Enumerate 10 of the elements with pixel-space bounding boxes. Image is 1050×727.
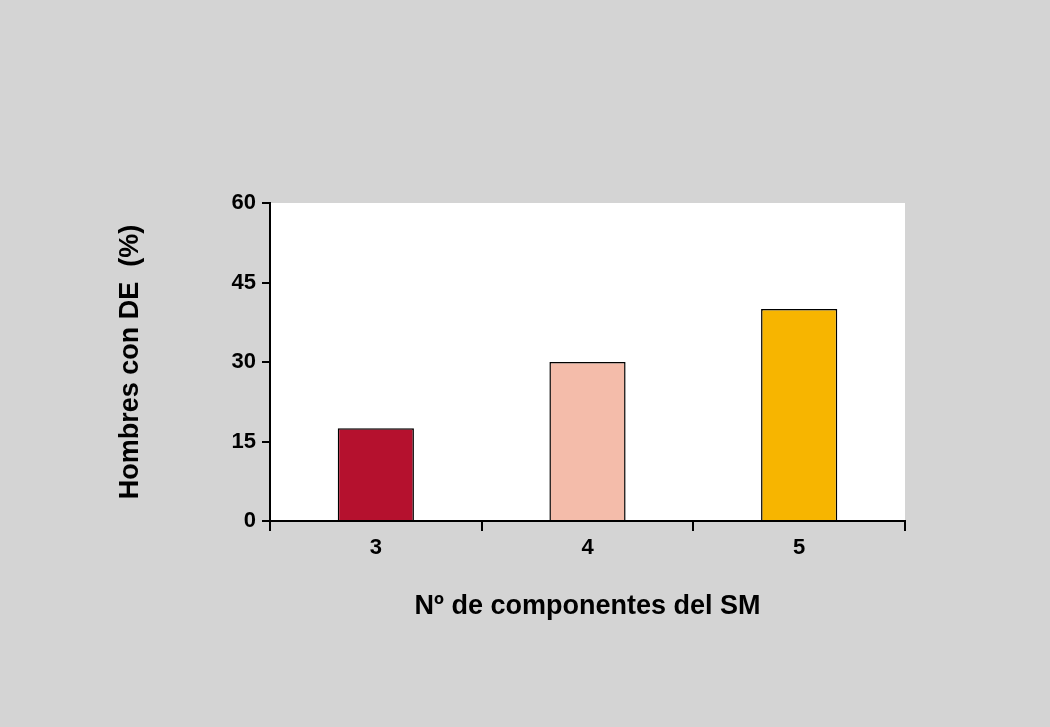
y-tick-label: 0 bbox=[243, 507, 256, 533]
y-axis-title: Hombres con DE (%) bbox=[113, 224, 144, 500]
y-tick-label: 60 bbox=[231, 189, 256, 215]
y-tick-label: 45 bbox=[231, 268, 256, 294]
x-tick-label: 4 bbox=[581, 534, 595, 560]
y-tick-label: 30 bbox=[231, 348, 256, 374]
x-tick-label: 5 bbox=[793, 534, 806, 560]
x-tick-label: 3 bbox=[369, 534, 382, 560]
x-axis-title: Nº de componentes del SM bbox=[414, 590, 761, 621]
y-tick-label: 15 bbox=[231, 427, 256, 453]
